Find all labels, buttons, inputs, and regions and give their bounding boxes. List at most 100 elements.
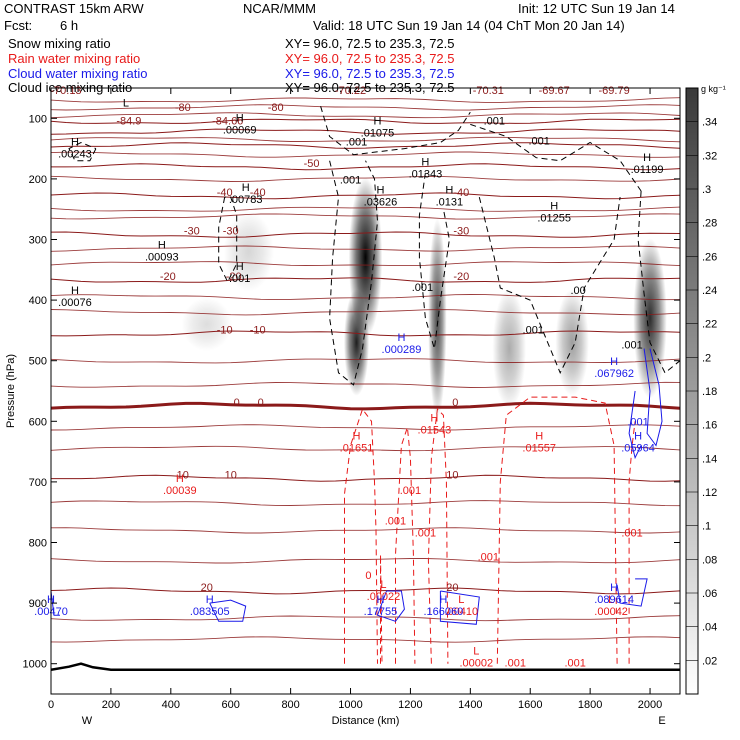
extremum-value-22: .05964 xyxy=(621,443,655,455)
forecast-label: Fcst: xyxy=(4,18,33,33)
temp-label-9: -50 xyxy=(304,158,320,170)
temp-label-14: -30 xyxy=(223,226,239,238)
colorbar-tick-label-15: .32 xyxy=(702,150,717,162)
temp-label-23: 0 xyxy=(452,397,458,409)
isotherm-minor-0 xyxy=(51,97,680,103)
temp-label-13: -30 xyxy=(184,226,200,238)
x-tick-label-200: 200 xyxy=(102,699,120,711)
temp-label-3: -80 xyxy=(175,102,191,114)
cloud-ice-contour-5 xyxy=(637,190,680,374)
y-tick-label-700: 700 xyxy=(29,477,47,489)
x-end-label-west: W xyxy=(82,715,93,727)
cloud-water-contour-4 xyxy=(439,590,480,625)
extremum-L-15: L xyxy=(473,646,479,658)
colorbar-tick-label-3: .08 xyxy=(702,554,717,566)
isotherm-minor-16 xyxy=(51,500,680,507)
temp-label-21: 0 xyxy=(234,397,240,409)
extremum-H-4: H xyxy=(71,285,79,297)
isotherm-minor-17 xyxy=(51,527,680,534)
extremum-H-0: H xyxy=(71,137,79,149)
cloud-ice-contours xyxy=(68,106,680,386)
rain-contour-2 xyxy=(427,408,449,664)
legend-snow-xy: XY= 96.0, 72.5 to 235.3, 72.5 xyxy=(285,36,455,51)
extremum-H-19: H xyxy=(206,594,214,606)
y-tick-label-200: 200 xyxy=(29,174,47,186)
extremum-L-17: L xyxy=(458,594,464,606)
contour-value-0: .001 xyxy=(340,175,361,187)
contour-value-15: 0 xyxy=(365,570,371,582)
y-tick-label-100: 100 xyxy=(29,113,47,125)
cloud-water-contour-3 xyxy=(376,590,405,622)
isotherm-minor-10 xyxy=(51,294,680,301)
snow-shade-4 xyxy=(555,289,589,396)
extremum-value-16: .00022 xyxy=(367,591,401,603)
rain-contours xyxy=(344,396,636,664)
temp-label-2: -84.66 xyxy=(212,115,243,127)
legend-rain-label: Rain water mixing ratio xyxy=(8,51,141,66)
temp-label-8: -69.79 xyxy=(599,85,630,97)
isotherm-minor-7 xyxy=(51,213,680,220)
contour-value-9: .001 xyxy=(400,485,421,497)
init-time: Init: 12 UTC Sun 19 Jan 14 xyxy=(518,1,675,16)
forecast-hours: 6 h xyxy=(60,18,79,33)
cloud-water-contour-0 xyxy=(643,348,663,447)
extremum-H-11: H xyxy=(430,412,438,424)
plot-frame xyxy=(50,87,681,695)
temp-contour--20 xyxy=(51,277,680,283)
valid-time: Valid: 18 UTC Sun 19 Jan 14 (04 ChT Mon … xyxy=(313,18,625,33)
extremum-H-5: H xyxy=(421,157,429,169)
rain-contour-4 xyxy=(628,421,636,664)
contour-labels: -70.13-84.9 -84.66-80 -80-70.22 -70.31 -69.6… xyxy=(34,85,663,670)
legend-cloud-water-label: Cloud water mixing ratio xyxy=(8,66,148,81)
contour-value-10: .001 xyxy=(415,527,436,539)
extremum-H-12: H xyxy=(535,431,543,443)
isotherm-minor-11 xyxy=(51,309,680,316)
snow-shade-3 xyxy=(492,288,527,409)
cloud-water-contour-6 xyxy=(51,590,60,616)
cloud-ice-contour-6 xyxy=(68,141,97,162)
legend-snow-label: Snow mixing ratio xyxy=(8,36,111,51)
extremum-H-10: H xyxy=(353,431,361,443)
contour-value-16: .001 xyxy=(627,417,648,429)
colorbar-tick-label-13: .28 xyxy=(702,218,717,230)
terrain-line xyxy=(51,662,680,672)
extremum-value-7: .0131 xyxy=(436,197,464,209)
extremum-value-5: .01343 xyxy=(409,169,443,181)
extremum-value-19: .083505 xyxy=(190,606,230,618)
x-tick-label-2000: 2000 xyxy=(638,699,662,711)
snow-shade-7 xyxy=(181,297,232,352)
extremum-H-6: H xyxy=(376,185,384,197)
temp-contour-20 xyxy=(51,587,680,595)
x-tick-label-1000: 1000 xyxy=(338,699,362,711)
x-axis-title: Distance (km) xyxy=(332,715,400,727)
colorbar-tick-label-11: .24 xyxy=(702,285,717,297)
extremum-H-8: H xyxy=(550,200,558,212)
extremum-value-1: .00069 xyxy=(223,124,257,136)
temp-contour--80 xyxy=(51,118,680,124)
isotherm-minor-3 xyxy=(51,136,680,143)
cloud-ice-contour-4 xyxy=(478,196,621,375)
isotherm-minor-13 xyxy=(51,381,680,388)
temp-label-28: 20 xyxy=(446,582,458,594)
extremum-L-16: L xyxy=(380,579,386,591)
snow-shading-layer xyxy=(181,177,667,419)
temp-label-18: -20 xyxy=(453,271,469,283)
temp-contour-0 xyxy=(51,401,680,411)
x-tick-label-800: 800 xyxy=(281,699,299,711)
temp-contour-10 xyxy=(51,474,680,482)
isotherm-minor-12 xyxy=(51,358,680,364)
temp-contour--40 xyxy=(51,192,680,200)
cloud-water-contour-5 xyxy=(616,578,648,607)
extremum-H-21: H xyxy=(610,356,618,368)
extremum-value-14: .00042 xyxy=(594,606,628,618)
isotherm-minor-19 xyxy=(51,615,680,622)
x-tick-label-1800: 1800 xyxy=(578,699,602,711)
legend-rain-xy: XY= 96.0, 72.5 to 235.3, 72.5 xyxy=(285,51,455,66)
extremum-value-21: .067962 xyxy=(594,368,634,380)
temp-label-0: -70.13 xyxy=(50,85,81,97)
colorbar-tick-label-7: .16 xyxy=(702,420,717,432)
contour-value-14: .001 xyxy=(621,527,642,539)
isotherm-minor-5 xyxy=(51,175,680,182)
extremum-value-23: .089614 xyxy=(594,594,634,606)
colorbar-tick-label-14: .3 xyxy=(702,184,711,196)
